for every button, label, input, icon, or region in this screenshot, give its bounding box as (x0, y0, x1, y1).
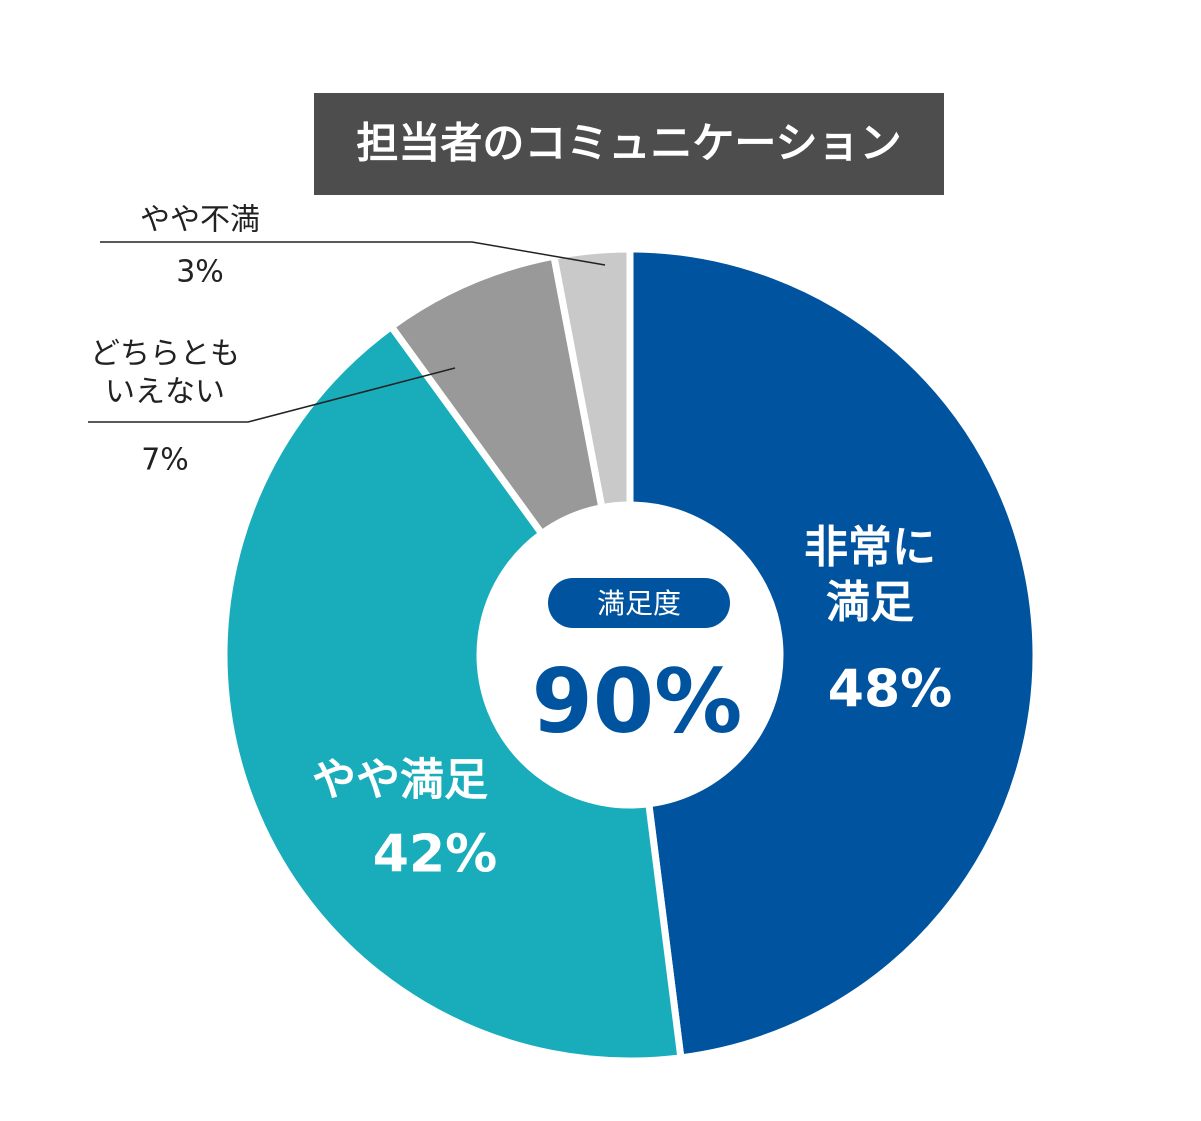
center-value: 90% (532, 650, 743, 753)
center-badge (548, 578, 730, 628)
slice (220, 321, 685, 1065)
slice-label: やや不満 (140, 202, 260, 238)
slice-label: 非常に 満足 (804, 522, 936, 628)
center-label: 満足度 (597, 587, 681, 620)
leader-line (100, 241, 606, 266)
title-box (314, 93, 944, 195)
slice (549, 245, 634, 512)
value-label: 48% (827, 659, 953, 720)
value-label: 42% (372, 824, 498, 885)
slice (626, 245, 1040, 1062)
slice-label: やや満足 (312, 754, 488, 806)
leader-line (88, 367, 456, 423)
slice-label: どちらとも いえない (90, 336, 240, 410)
chart-title: 担当者のコミュニケーション (356, 119, 901, 168)
value-label: 7% (141, 442, 189, 478)
value-label: 3% (176, 254, 224, 290)
